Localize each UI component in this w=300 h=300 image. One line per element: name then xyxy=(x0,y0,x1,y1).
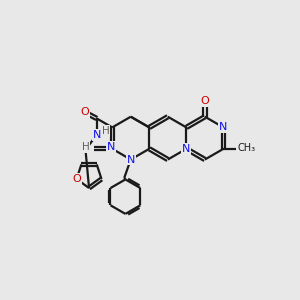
Text: N: N xyxy=(182,144,190,154)
Text: H: H xyxy=(82,142,89,152)
Text: O: O xyxy=(80,107,89,117)
Text: O: O xyxy=(72,174,81,184)
Text: N: N xyxy=(106,142,115,152)
Text: N: N xyxy=(127,154,135,164)
Text: CH₃: CH₃ xyxy=(237,143,255,153)
Text: H: H xyxy=(102,126,110,136)
Text: N: N xyxy=(93,130,101,140)
Text: O: O xyxy=(200,96,209,106)
Text: N: N xyxy=(219,122,228,132)
